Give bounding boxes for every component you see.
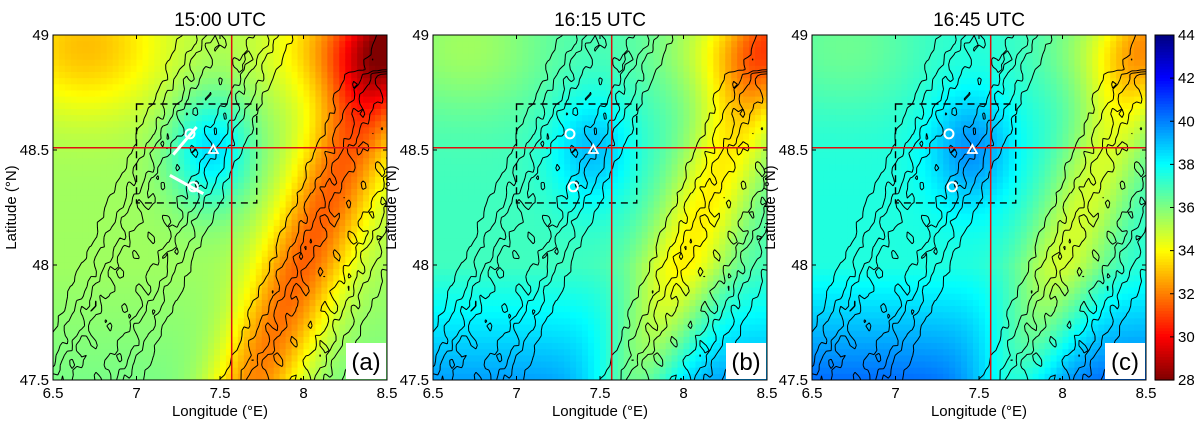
y-tick-label: 48.5 — [20, 142, 49, 159]
colorbar-tick-label: 44 — [1178, 27, 1195, 44]
x-tick-label: 7 — [891, 385, 899, 402]
site-marker-triangle — [966, 143, 979, 154]
x-axis-label: Longitude (°E) — [931, 403, 1027, 420]
colorbar-tick-label: 28 — [1178, 372, 1195, 389]
colorbar-tick-label: 42 — [1178, 70, 1195, 87]
map-panel-3: 6.5 7 7.5 8 8.5 47.5 48 48.5 49 16:45 UTC Longitud… — [762, 10, 1156, 420]
y-tick-label: 49 — [32, 27, 49, 44]
x-tick-label: 6.5 — [802, 385, 823, 402]
dashed-domain-box — [135, 103, 258, 204]
x-tick-label: 6.5 — [423, 385, 444, 402]
site-marker-triangle — [207, 143, 220, 154]
colorbar-tick-label: 40 — [1178, 113, 1195, 130]
y-tick-label: 48 — [791, 257, 808, 274]
panel-label: (b) — [731, 349, 760, 376]
x-tick-label: 8.5 — [1136, 385, 1157, 402]
x-tick-label: 8.5 — [757, 385, 778, 402]
heatmap-field — [53, 35, 387, 380]
y-tick-label: 48.5 — [779, 142, 808, 159]
y-tick-label: 49 — [791, 27, 808, 44]
x-tick-label: 8 — [299, 385, 307, 402]
colorbar-tick-label: 32 — [1178, 286, 1195, 303]
track-line — [169, 173, 205, 196]
x-tick-label: 8 — [1058, 385, 1066, 402]
x-tick-label: 8 — [679, 385, 687, 402]
panel-label-box — [726, 343, 766, 379]
map-panel-2: 6.5 7 7.5 8 8.5 47.5 48 48.5 49 16:15 UTC Longitud… — [383, 10, 777, 420]
x-axis-label: Longitude (°E) — [172, 403, 268, 420]
colorbar-tick-label: 34 — [1178, 243, 1195, 260]
colorbar: 28 30 32 34 36 38 40 42 44 — [1154, 27, 1195, 389]
heatmap-field — [812, 35, 1146, 380]
site-marker-circle — [564, 128, 576, 140]
y-tick-label: 48 — [32, 257, 49, 274]
y-tick-label: 49 — [412, 27, 429, 44]
colorbar-tick-label: 38 — [1178, 156, 1195, 173]
map-panel-1: 6.5 7 7.5 8 8.5 47.5 48 48.5 49 15:00 UTC Longitud… — [3, 10, 397, 420]
panel-title: 16:45 UTC — [933, 10, 1025, 31]
x-tick-label: 8.5 — [377, 385, 398, 402]
y-axis-label: Latitude (°N) — [3, 165, 20, 249]
x-tick-label: 7 — [132, 385, 140, 402]
colorbar-tick-label: 30 — [1178, 329, 1195, 346]
y-axis-label: Latitude (°N) — [383, 165, 400, 249]
panel-title: 15:00 UTC — [174, 10, 266, 31]
site-marker-circle — [567, 181, 579, 193]
panel-label-box — [1105, 343, 1145, 379]
y-axis-label: Latitude (°N) — [762, 165, 779, 249]
site-marker-circle — [184, 128, 196, 140]
site-marker-circle — [943, 128, 955, 140]
panel-title: 16:15 UTC — [554, 10, 646, 31]
y-tick-label: 47.5 — [779, 372, 808, 389]
y-tick-label: 48 — [412, 257, 429, 274]
dashed-domain-box — [515, 103, 638, 204]
dashed-domain-box — [894, 103, 1017, 204]
site-marker-circle — [946, 181, 958, 193]
panel-label: (a) — [351, 349, 380, 376]
x-tick-label: 7.5 — [210, 385, 231, 402]
x-tick-label: 7.5 — [969, 385, 990, 402]
y-tick-label: 47.5 — [20, 372, 49, 389]
x-tick-label: 7 — [512, 385, 520, 402]
panel-label: (c) — [1111, 349, 1139, 376]
track-line — [172, 126, 198, 156]
panel-label-box — [346, 343, 386, 379]
y-tick-label: 47.5 — [400, 372, 429, 389]
heatmap-field — [433, 35, 767, 380]
x-axis-label: Longitude (°E) — [552, 403, 648, 420]
y-tick-label: 48.5 — [400, 142, 429, 159]
x-tick-label: 6.5 — [43, 385, 64, 402]
x-tick-label: 7.5 — [590, 385, 611, 402]
colorbar-tick-label: 36 — [1178, 200, 1195, 217]
site-marker-triangle — [587, 143, 600, 154]
